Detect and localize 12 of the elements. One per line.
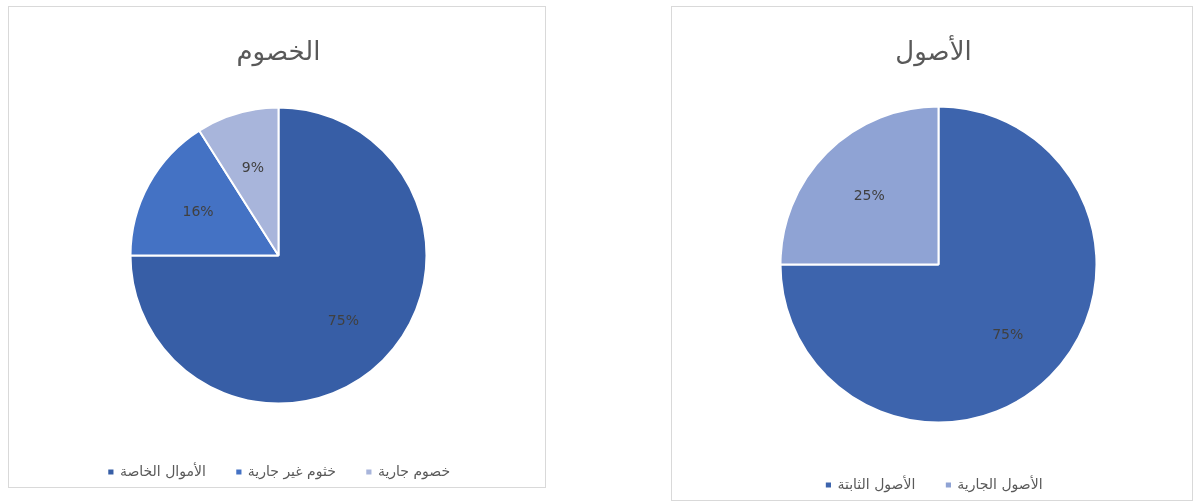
legend-label: الأموال الخاصة bbox=[119, 463, 206, 479]
chart-title: الخصوم bbox=[236, 35, 321, 67]
legend-label: خثوم غير جارية bbox=[247, 463, 336, 479]
data-label: 16% bbox=[182, 203, 214, 220]
data-label: 75% bbox=[327, 312, 359, 329]
legend-label: الأصول الجارية bbox=[957, 476, 1043, 492]
legend-label: خصوم جارية bbox=[377, 463, 451, 479]
data-label: 75% bbox=[992, 325, 1024, 342]
data-label: 25% bbox=[853, 187, 885, 204]
data-label: 9% bbox=[241, 159, 265, 176]
chart-title: الأصول bbox=[895, 33, 972, 67]
legend-label: الأصول الثابتة bbox=[837, 476, 916, 492]
